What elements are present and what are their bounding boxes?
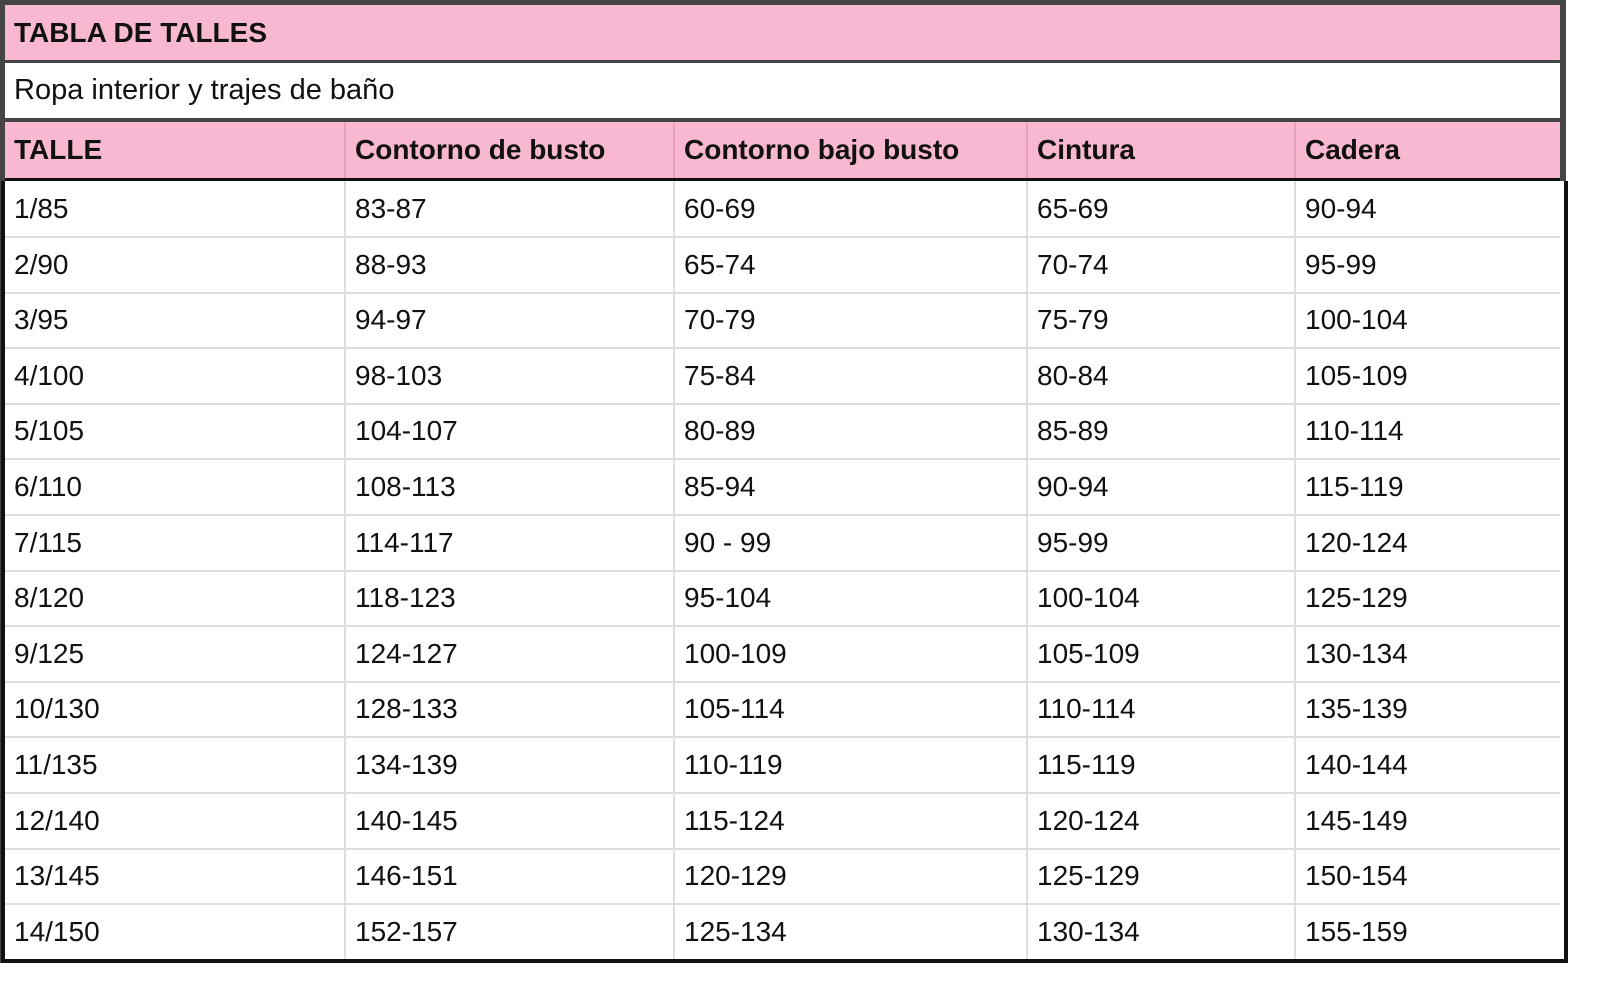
- table-cell: 115-119: [1296, 459, 1560, 516]
- table-cell: 115-119: [1028, 736, 1296, 794]
- table-cell: 140-145: [346, 792, 675, 850]
- table-cell: 128-133: [346, 681, 675, 739]
- table-row: 8/120 118-123 95-104 100-104 125-129: [5, 570, 1564, 628]
- table-row: 4/100 98-103 75-84 80-84 105-109: [5, 347, 1564, 405]
- table-cell: 115-124: [675, 792, 1028, 850]
- table-row: 6/110 108-113 85-94 90-94 115-119: [5, 458, 1564, 516]
- table-cell: 12/140: [5, 792, 346, 850]
- table-cell: 80-84: [1028, 347, 1296, 405]
- table-cell: 130-134: [1296, 626, 1560, 683]
- table-subtitle: Ropa interior y trajes de baño: [5, 63, 1560, 118]
- table-cell: 150-154: [1296, 848, 1560, 906]
- table-cell: 118-123: [346, 570, 675, 628]
- table-cell: 6/110: [5, 458, 346, 516]
- table-row: 2/90 88-93 65-74 70-74 95-99: [5, 236, 1564, 294]
- table-body: 1/85 83-87 60-69 65-69 90-94 2/90 88-93 65-74 70…: [1, 181, 1568, 964]
- table-cell: 125-129: [1028, 848, 1296, 906]
- table-cell: 105-109: [1296, 348, 1560, 405]
- table-cell: 124-127: [346, 625, 675, 683]
- table-row: 10/130 128-133 105-114 110-114 135-139: [5, 681, 1564, 739]
- table-row: 5/105 104-107 80-89 85-89 110-114: [5, 403, 1564, 461]
- table-cell: 120-124: [1028, 792, 1296, 850]
- table-row: 11/135 134-139 110-119 115-119 140-144: [5, 736, 1564, 794]
- column-header: TALLE: [5, 122, 346, 178]
- table-cell: 60-69: [675, 181, 1028, 238]
- table-cell: 14/150: [5, 903, 346, 960]
- table-cell: 90-94: [1028, 458, 1296, 516]
- table-cell: 70-79: [675, 292, 1028, 350]
- table-row: 9/125 124-127 100-109 105-109 130-134: [5, 625, 1564, 683]
- table-cell: 13/145: [5, 848, 346, 906]
- table-cell: 146-151: [346, 848, 675, 906]
- table-cell: 110-114: [1296, 403, 1560, 461]
- table-cell: 75-79: [1028, 292, 1296, 350]
- table-cell: 125-129: [1296, 570, 1560, 628]
- table-row: 12/140 140-145 115-124 120-124 145-149: [5, 792, 1564, 850]
- table-cell: 105-114: [675, 681, 1028, 739]
- table-cell: 65-69: [1028, 181, 1296, 238]
- table-cell: 85-89: [1028, 403, 1296, 461]
- table-cell: 3/95: [5, 292, 346, 350]
- column-header: Contorno bajo busto: [675, 122, 1028, 178]
- table-cell: 120-129: [675, 848, 1028, 906]
- table-row: 14/150 152-157 125-134 130-134 155-159: [5, 903, 1564, 960]
- table-cell: 130-134: [1028, 903, 1296, 960]
- table-cell: 125-134: [675, 903, 1028, 960]
- table-cell: 114-117: [346, 514, 675, 572]
- table-row: 13/145 146-151 120-129 125-129 150-154: [5, 848, 1564, 906]
- table-cell: 94-97: [346, 292, 675, 350]
- table-cell: 110-114: [1028, 681, 1296, 739]
- table-cell: 2/90: [5, 236, 346, 294]
- table-cell: 95-99: [1028, 514, 1296, 572]
- table-cell: 85-94: [675, 458, 1028, 516]
- table-row: 3/95 94-97 70-79 75-79 100-104: [5, 292, 1564, 350]
- table-cell: 88-93: [346, 236, 675, 294]
- table-cell: 100-104: [1296, 292, 1560, 350]
- table-cell: 140-144: [1296, 737, 1560, 794]
- table-cell: 90 - 99: [675, 514, 1028, 572]
- table-cell: 9/125: [5, 625, 346, 683]
- table-title: TABLA DE TALLES: [5, 5, 1560, 60]
- table-cell: 4/100: [5, 347, 346, 405]
- table-cell: 100-104: [1028, 570, 1296, 628]
- table-cell: 135-139: [1296, 681, 1560, 739]
- table-cell: 95-104: [675, 570, 1028, 628]
- table-row: 1/85 83-87 60-69 65-69 90-94: [5, 181, 1564, 238]
- table-cell: 70-74: [1028, 236, 1296, 294]
- table-cell: 110-119: [675, 736, 1028, 794]
- column-header: Cintura: [1028, 122, 1296, 178]
- table-cell: 100-109: [675, 625, 1028, 683]
- table-cell: 134-139: [346, 736, 675, 794]
- table-cell: 145-149: [1296, 793, 1560, 850]
- table-cell: 95-99: [1296, 237, 1560, 294]
- table-row: 7/115 114-117 90 - 99 95-99 120-124: [5, 514, 1564, 572]
- table-cell: 108-113: [346, 458, 675, 516]
- size-table: TALLE Contorno de busto Contorno bajo bust…: [1, 122, 1568, 964]
- table-cell: 8/120: [5, 570, 346, 628]
- table-cell: 7/115: [5, 514, 346, 572]
- table-cell: 1/85: [5, 181, 346, 238]
- table-cell: 155-159: [1305, 915, 1408, 947]
- table-cell: 11/135: [5, 736, 346, 794]
- table-cell: 152-157: [346, 903, 675, 960]
- table-cell: 98-103: [346, 347, 675, 405]
- table-cell: 10/130: [5, 681, 346, 739]
- column-header: Contorno de busto: [346, 122, 675, 178]
- table-cell: 80-89: [675, 403, 1028, 461]
- table-cell: 5/105: [5, 403, 346, 461]
- column-header: Cadera: [1305, 134, 1400, 165]
- table-cell: 120-124: [1296, 515, 1560, 572]
- table-cell: 83-87: [346, 181, 675, 238]
- table-cell: 75-84: [675, 347, 1028, 405]
- table-cell: 105-109: [1028, 625, 1296, 683]
- table-header-row: TALLE Contorno de busto Contorno bajo bust…: [5, 122, 1560, 181]
- table-cell: 90-94: [1296, 181, 1560, 238]
- table-cell: 104-107: [346, 403, 675, 461]
- table-cell: 65-74: [675, 236, 1028, 294]
